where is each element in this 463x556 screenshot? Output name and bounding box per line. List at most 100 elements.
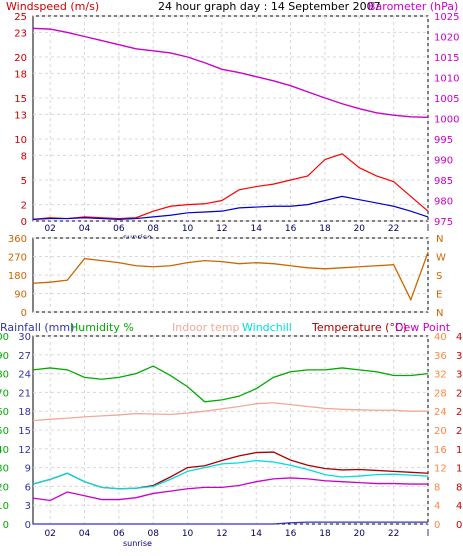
wind-tick-4: 10 <box>14 135 27 146</box>
humidity-tick-2: 20 <box>0 482 9 493</box>
dir-tick-1: 90 <box>14 290 27 301</box>
temp-tick-r-9: 36 <box>456 351 463 362</box>
wind-tick-8: 20 <box>14 53 27 64</box>
p1-xtick-8: 18 <box>319 224 331 234</box>
wind-tick-5: 13 <box>14 110 27 121</box>
rain-tick-5: 15 <box>18 426 31 437</box>
compass-tick-2: S <box>436 271 442 282</box>
graph-title: 24 hour graph day : 14 September 2007 <box>158 0 381 13</box>
windchill-title: Windchill <box>242 321 292 334</box>
temp-tick-r-5: 20 <box>456 426 463 437</box>
temp-tick-l-8: 32 <box>434 370 447 381</box>
p3-xtick-2: 06 <box>113 529 125 539</box>
humidity-tick-5: 50 <box>0 426 9 437</box>
humidity-tick-7: 70 <box>0 388 9 399</box>
baro-tick-9: 1020 <box>434 33 459 44</box>
temp-tick-l-5: 20 <box>434 426 447 437</box>
p3-xtick-5: 12 <box>216 529 227 539</box>
dir-tick-0: 0 <box>21 308 27 319</box>
temp-tick-l-6: 24 <box>434 407 447 418</box>
temp-tick-l-2: 8 <box>434 482 440 493</box>
barometer-line <box>32 27 429 118</box>
temp-tick-r-1: 4 <box>456 501 462 512</box>
temp-tick-l-3: 12 <box>434 464 447 475</box>
wind-tick-6: 15 <box>14 94 27 105</box>
humidity-tick-0: 0 <box>3 520 9 531</box>
humidity-tick-3: 30 <box>0 464 9 475</box>
temp-tick-l-7: 28 <box>434 388 447 399</box>
dir-tick-4: 360 <box>8 234 27 245</box>
p1-xtick-10: 22 <box>388 224 399 234</box>
wind-tick-3: 8 <box>21 151 27 162</box>
temp-tick-l-1: 4 <box>434 501 440 512</box>
dewpoint-line <box>32 477 428 502</box>
humidity-tick-1: 10 <box>0 501 9 512</box>
temp-tick-l-10: 40 <box>434 332 447 343</box>
temp-tick-r-3: 12 <box>456 464 463 475</box>
p3-xtick-4: 10 <box>182 529 194 539</box>
p1-xtick-3: 08 <box>147 224 159 234</box>
wind-tick-2: 5 <box>21 176 27 187</box>
humidity-tick-4: 40 <box>0 445 9 456</box>
compass-tick-3: W <box>436 253 446 264</box>
barometer-axis-title: Barometer (hPa) <box>368 0 458 13</box>
humidity-tick-6: 60 <box>0 407 9 418</box>
humidity-tick-9: 90 <box>0 351 9 362</box>
indoor-temp-title: Indoor temp <box>172 321 239 334</box>
indoor-temp-line <box>32 402 428 422</box>
humidity-tick-8: 80 <box>0 370 9 381</box>
compass-tick-0: N <box>436 308 443 319</box>
temp-tick-r-8: 32 <box>456 370 463 381</box>
rain-tick-9: 27 <box>18 351 31 362</box>
wind-tick-0: 0 <box>21 217 27 228</box>
dir-tick-3: 270 <box>8 253 27 264</box>
wind-tick-1: 2 <box>21 201 27 212</box>
temp-tick-r-2: 8 <box>456 482 462 493</box>
p3-xtick-3: 08 <box>147 529 159 539</box>
wind-tick-7: 18 <box>14 69 27 80</box>
p1-xtick-4: 10 <box>182 224 194 234</box>
rain-tick-6: 18 <box>18 407 31 418</box>
p1-xtick-5: 12 <box>216 224 227 234</box>
p3-xtick-1: 04 <box>79 529 91 539</box>
compass-tick-1: E <box>436 290 442 301</box>
baro-tick-4: 995 <box>434 135 453 146</box>
humidity-line <box>32 365 429 403</box>
temp-tick-l-4: 16 <box>434 445 447 456</box>
p1-xtick-9: 20 <box>354 224 366 234</box>
rain-tick-0: 0 <box>25 520 31 531</box>
p3-xtick-9: 20 <box>354 529 366 539</box>
wind-tick-10: 25 <box>14 12 27 23</box>
baro-tick-1: 980 <box>434 197 453 208</box>
temp-tick-l-9: 36 <box>434 351 447 362</box>
temperature-title: Temperature (°C) <box>311 321 407 334</box>
baro-tick-7: 1010 <box>434 74 459 85</box>
baro-tick-5: 1000 <box>434 115 459 126</box>
wind-tick-9: 23 <box>14 28 27 39</box>
rain-tick-3: 9 <box>25 464 31 475</box>
avg-wind-line <box>32 195 429 220</box>
p1-xtick-1: 04 <box>79 224 91 234</box>
rain-tick-1: 3 <box>25 501 31 512</box>
baro-tick-3: 990 <box>434 156 453 167</box>
p3-xtick-7: 16 <box>285 529 297 539</box>
p1-xtick-0: 02 <box>44 224 55 234</box>
rainfall-axis-title: Rainfall (mm) <box>0 321 74 334</box>
rain-tick-8: 24 <box>18 370 31 381</box>
panel-frame-3 <box>32 335 429 525</box>
p3-xtick-6: 14 <box>251 529 263 539</box>
humidity-tick-10: 100 <box>0 332 9 343</box>
temp-tick-r-10: 40 <box>456 332 463 343</box>
temp-tick-r-4: 16 <box>456 445 463 456</box>
p1-xtick-7: 16 <box>285 224 297 234</box>
compass-tick-4: N <box>436 234 443 245</box>
temp-tick-r-6: 24 <box>456 407 463 418</box>
rain-tick-2: 6 <box>25 482 31 493</box>
baro-tick-8: 1015 <box>434 53 459 64</box>
baro-tick-0: 975 <box>434 217 453 228</box>
p3-xtick-10: 22 <box>388 529 399 539</box>
temp-tick-l-0: 0 <box>434 520 440 531</box>
wind-direction-line <box>32 252 429 302</box>
rain-tick-4: 12 <box>18 445 31 456</box>
